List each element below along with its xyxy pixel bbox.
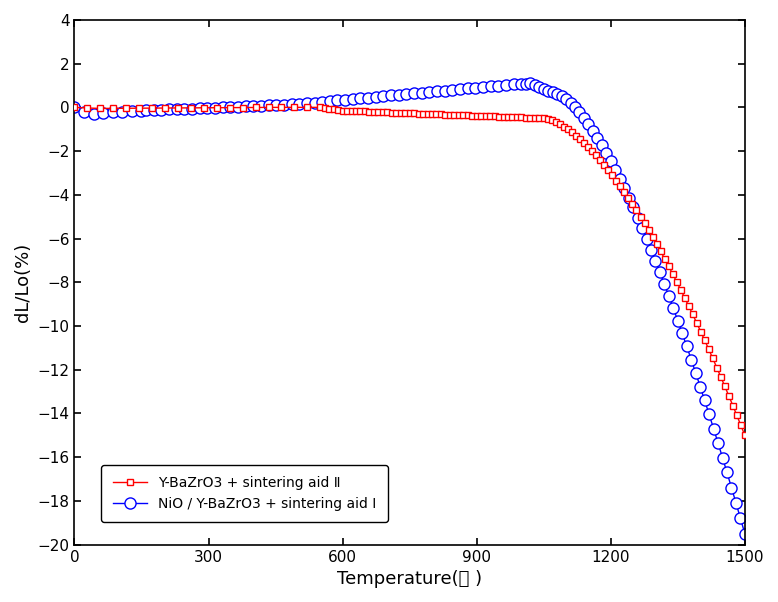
NiO / Y-BaZrO3 + sintering aid Ⅰ — [526, 79, 535, 87]
NiO / Y-BaZrO3 + sintering aid Ⅰ — [210, 104, 219, 111]
Legend: Y-BaZrO3 + sintering aid Ⅱ, NiO / Y-BaZrO3 + sintering aid Ⅰ: Y-BaZrO3 + sintering aid Ⅱ, NiO / Y-BaZr… — [101, 465, 387, 522]
NiO / Y-BaZrO3 + sintering aid Ⅰ — [736, 515, 745, 522]
Y-BaZrO3 + sintering aid Ⅱ — [640, 220, 649, 227]
NiO / Y-BaZrO3 + sintering aid Ⅰ — [463, 85, 472, 92]
NiO / Y-BaZrO3 + sintering aid Ⅰ — [70, 104, 79, 111]
Y-BaZrO3 + sintering aid Ⅱ — [70, 104, 79, 111]
Y-BaZrO3 + sintering aid Ⅱ — [373, 108, 383, 116]
Line: NiO / Y-BaZrO3 + sintering aid Ⅰ: NiO / Y-BaZrO3 + sintering aid Ⅰ — [69, 78, 751, 539]
X-axis label: Temperature(？ ): Temperature(？ ) — [337, 570, 482, 588]
NiO / Y-BaZrO3 + sintering aid Ⅰ — [647, 246, 656, 253]
NiO / Y-BaZrO3 + sintering aid Ⅰ — [740, 530, 749, 538]
Y-axis label: dL/Lo(%): dL/Lo(%) — [14, 243, 32, 322]
Y-BaZrO3 + sintering aid Ⅱ — [592, 152, 601, 159]
NiO / Y-BaZrO3 + sintering aid Ⅰ — [678, 330, 687, 337]
Y-BaZrO3 + sintering aid Ⅱ — [740, 432, 749, 439]
Y-BaZrO3 + sintering aid Ⅱ — [526, 114, 535, 122]
Y-BaZrO3 + sintering aid Ⅱ — [342, 107, 352, 114]
Y-BaZrO3 + sintering aid Ⅱ — [724, 393, 734, 400]
Line: Y-BaZrO3 + sintering aid Ⅱ: Y-BaZrO3 + sintering aid Ⅱ — [71, 104, 748, 439]
NiO / Y-BaZrO3 + sintering aid Ⅰ — [164, 106, 173, 113]
